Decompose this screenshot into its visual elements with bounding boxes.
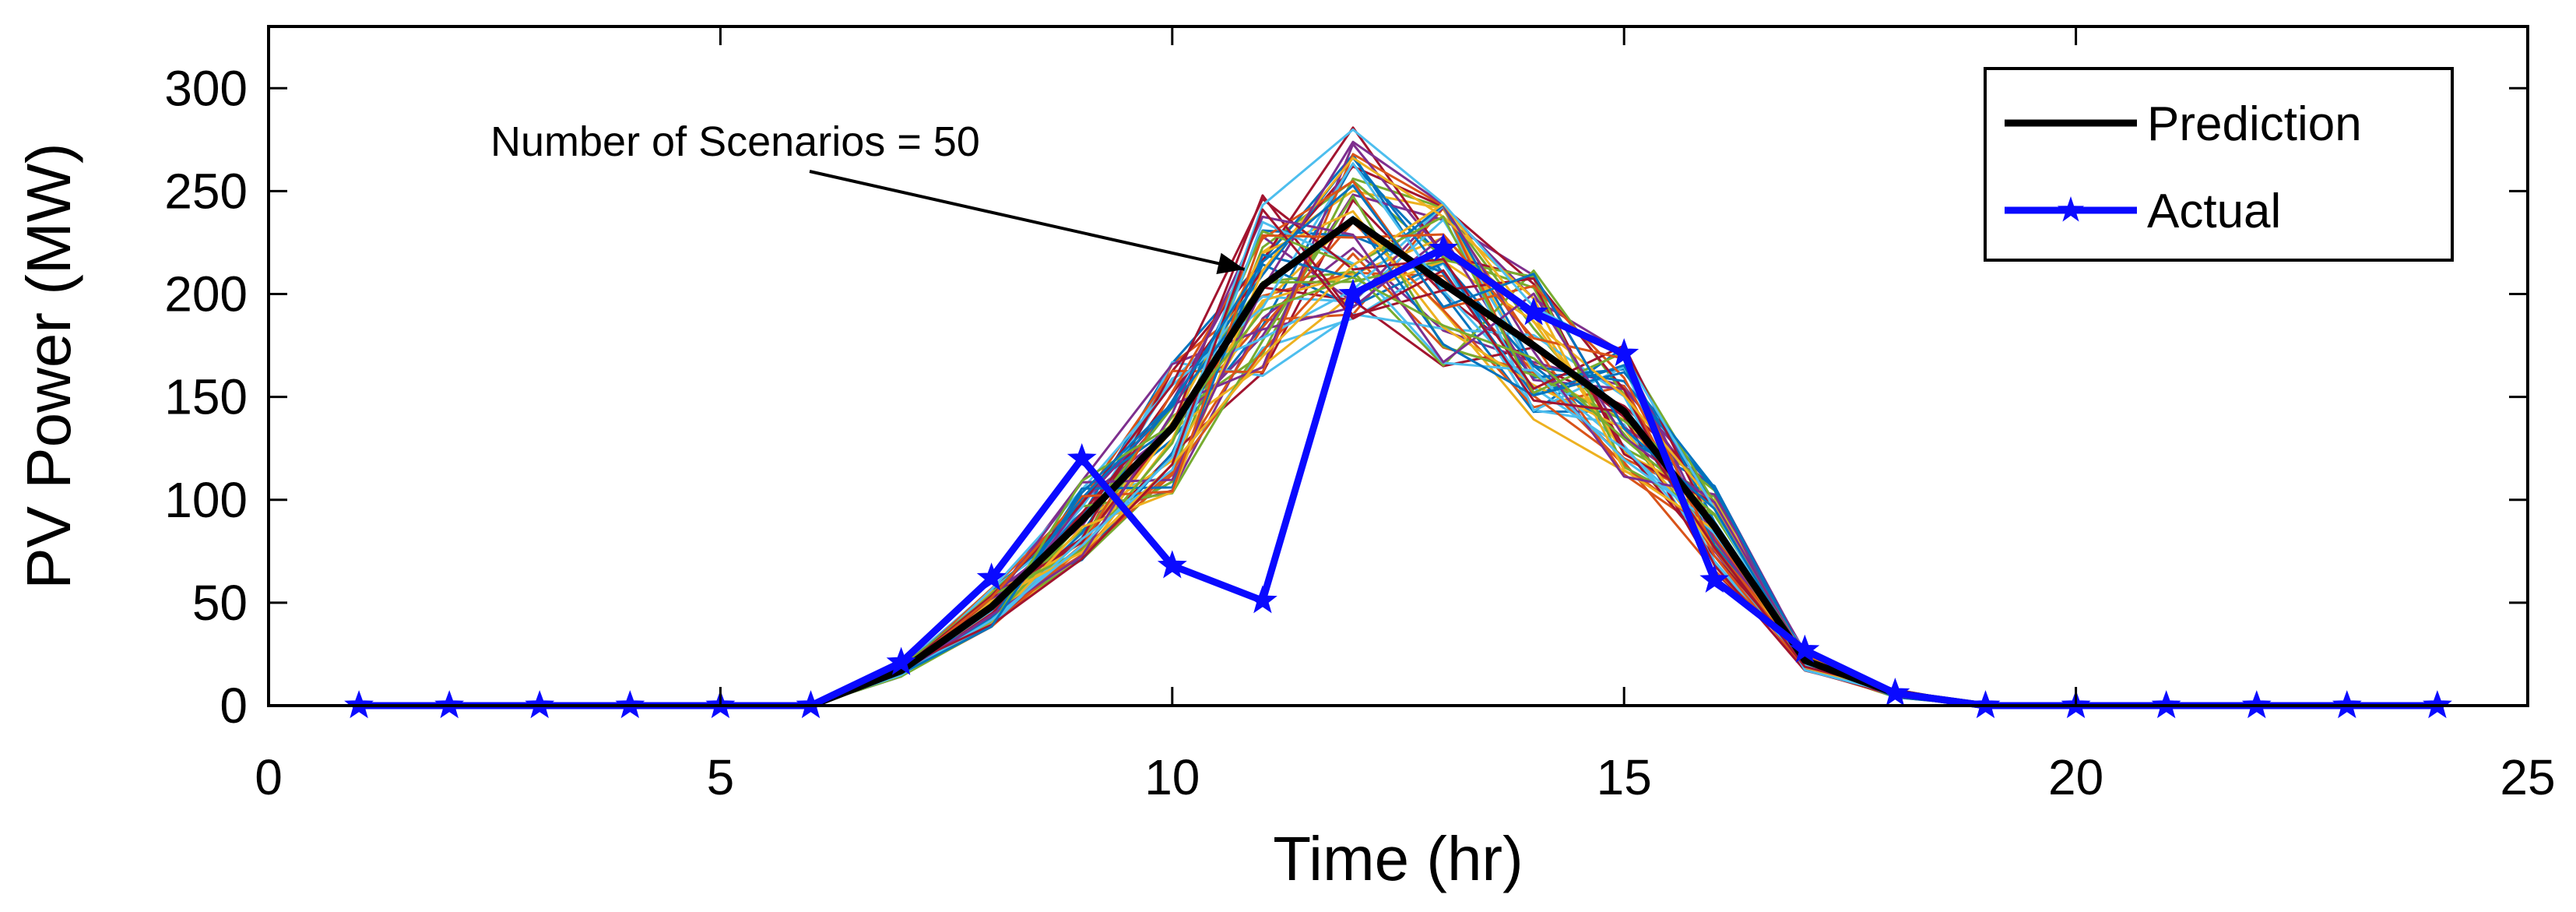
data-point-actual [1067, 442, 1097, 472]
x-tick-label: 0 [255, 749, 283, 805]
y-tick-label: 300 [164, 60, 248, 116]
data-point-actual [976, 562, 1007, 591]
annotation-arrow-head [1216, 252, 1245, 274]
y-tick-label: 50 [192, 575, 248, 631]
data-point-actual [1609, 338, 1639, 367]
x-tick-label: 15 [1597, 749, 1652, 805]
data-point-actual [1519, 297, 1549, 326]
data-point-actual [1880, 678, 1910, 706]
x-tick-label: 5 [707, 749, 735, 805]
x-tick-label: 20 [2048, 749, 2103, 805]
y-tick-label: 200 [164, 266, 248, 322]
y-tick-label: 0 [220, 678, 248, 734]
y-tick-label: 100 [164, 472, 248, 528]
data-point-actual [1699, 564, 1730, 593]
data-point-actual [1790, 634, 1820, 663]
legend-star-shape [2057, 196, 2085, 222]
legend-star-marker [2057, 196, 2085, 222]
y-tick-label: 250 [164, 163, 248, 219]
data-point-actual [1338, 278, 1368, 307]
x-axis-label: Time (hr) [1273, 824, 1523, 893]
data-point-actual [886, 646, 916, 675]
legend-box [1984, 67, 2454, 262]
plot-frame [267, 25, 2529, 707]
x-tick-label: 10 [1144, 749, 1200, 805]
legend-label-prediction: Prediction [2147, 97, 2362, 151]
annotation-arrow-line [809, 170, 1246, 271]
data-point-actual [1247, 585, 1277, 614]
legend: Prediction Actual [1984, 67, 2454, 262]
data-point-actual [1157, 550, 1187, 579]
legend-label-actual: Actual [2147, 185, 2281, 238]
annotation: Number of Scenarios = 50 [490, 118, 1246, 274]
x-tick-label: 25 [2500, 749, 2555, 805]
y-axis-label: PV Power (MW) [14, 143, 83, 589]
annotation-text: Number of Scenarios = 50 [490, 118, 980, 165]
y-tick-label: 150 [164, 369, 248, 425]
data-point-actual [1429, 233, 1458, 262]
